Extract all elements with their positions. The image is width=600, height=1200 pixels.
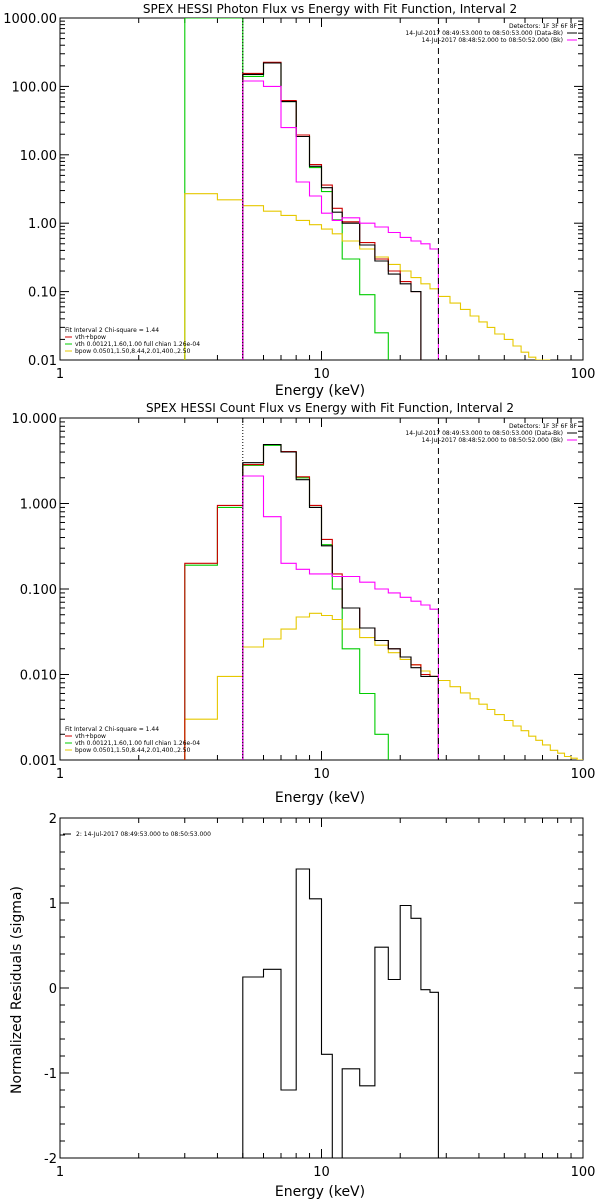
legend-text: bpow 0.0501,1.50,8.44,2.01,400.,2.50 [75, 747, 191, 754]
x-tick-label: 1 [56, 767, 64, 782]
legend-text: Fit Interval 2 Chi-square = 1.44 [65, 726, 159, 733]
residuals-panel: Energy (keV) Normalized Residuals (sigma… [9, 812, 595, 1200]
legend-text: bpow 0.0501,1.50,8.44,2.01,400.,2.50 [75, 348, 191, 355]
series-line-data [242, 62, 422, 360]
y-tick-label: 1 [49, 897, 57, 912]
legend-text: 14-Jul-2017 08:49:53.000 to 08:50:53.000… [405, 30, 563, 37]
y-tick-label: 10.000 [12, 412, 58, 427]
y-tick-label: 0.10 [28, 286, 57, 301]
legend-text: 2: 14-Jul-2017 08:49:53.000 to 08:50:53.… [76, 831, 211, 838]
legend-text: vth 0.00121,1.60,1.00 full chian 1.26e-0… [75, 341, 200, 348]
series-line-vth [184, 444, 389, 760]
legend-text: Detectors: 1F 3F 6F 8F [509, 423, 578, 430]
legend-text: 14-Jul-2017 08:49:53.000 to 08:50:53.000… [405, 430, 563, 437]
series-line-bpow [184, 612, 583, 760]
count-flux-title: SPEX HESSI Count Flux vs Energy with Fit… [146, 401, 514, 415]
y-tick-label: 100.00 [12, 80, 58, 95]
y-tick-label: 2 [49, 812, 57, 827]
y-tick-label: 1.000 [20, 498, 57, 513]
x-tick-label: 10 [313, 1165, 330, 1180]
data-series-group [242, 868, 439, 1158]
y-tick-label: 0.001 [20, 754, 57, 769]
x-tick-label: 10 [313, 367, 330, 382]
y-tick-label: 10.00 [20, 149, 57, 164]
x-tick-label: 10 [313, 767, 330, 782]
series-line-data [242, 443, 439, 760]
legend-text: vth 0.00121,1.60,1.00 full chian 1.26e-0… [75, 740, 200, 747]
legend-text: Detectors: 1F 3F 6F 8F [509, 23, 578, 30]
y-tick-label: 1.00 [28, 217, 57, 232]
y-tick-label: -1 [44, 1067, 57, 1082]
series-line-vth [184, 18, 389, 360]
residuals-y-axis-label: Normalized Residuals (sigma) [9, 886, 25, 1094]
data-series-group [184, 18, 551, 360]
x-tick-label: 100 [571, 1165, 596, 1180]
photon-flux-panel: SPEX HESSI Photon Flux vs Energy with Fi… [3, 2, 595, 399]
data-series-group [184, 443, 583, 760]
legend-text: vth+bpow [75, 733, 106, 740]
y-tick-label: 1000.00 [3, 12, 57, 27]
plot-frame [59, 417, 584, 761]
y-tick-label: 0.01 [28, 354, 57, 369]
y-tick-label: 0.100 [20, 583, 57, 598]
x-tick-label: 1 [56, 367, 64, 382]
y-tick-label: -2 [44, 1152, 57, 1167]
series-line-bk [242, 80, 439, 360]
y-tick-label: 0 [49, 982, 57, 997]
x-tick-label: 1 [56, 1165, 64, 1180]
legend-text: Fit Interval 2 Chi-square = 1.44 [65, 327, 159, 334]
series-line-residuals [242, 868, 439, 1158]
x-tick-label: 100 [571, 367, 596, 382]
photon-flux-x-axis-label: Energy (keV) [275, 383, 365, 399]
series-line-bpow [184, 193, 551, 360]
x-tick-label: 100 [571, 767, 596, 782]
series-line-vth-bpow [184, 443, 439, 760]
series-line-bk [242, 475, 439, 760]
legend-text: 14-Jul-2017 08:48:52.000 to 08:50:52.000… [422, 37, 563, 44]
y-tick-label: 0.010 [20, 669, 57, 684]
legend-text: 14-Jul-2017 08:48:52.000 to 08:50:52.000… [422, 437, 563, 444]
legend-text: vth+bpow [75, 334, 106, 341]
count-flux-panel: SPEX HESSI Count Flux vs Energy with Fit… [12, 401, 596, 806]
residuals-x-axis-label: Energy (keV) [275, 1184, 365, 1200]
count-flux-x-axis-label: Energy (keV) [275, 790, 365, 806]
photon-flux-title: SPEX HESSI Photon Flux vs Energy with Fi… [143, 2, 517, 16]
